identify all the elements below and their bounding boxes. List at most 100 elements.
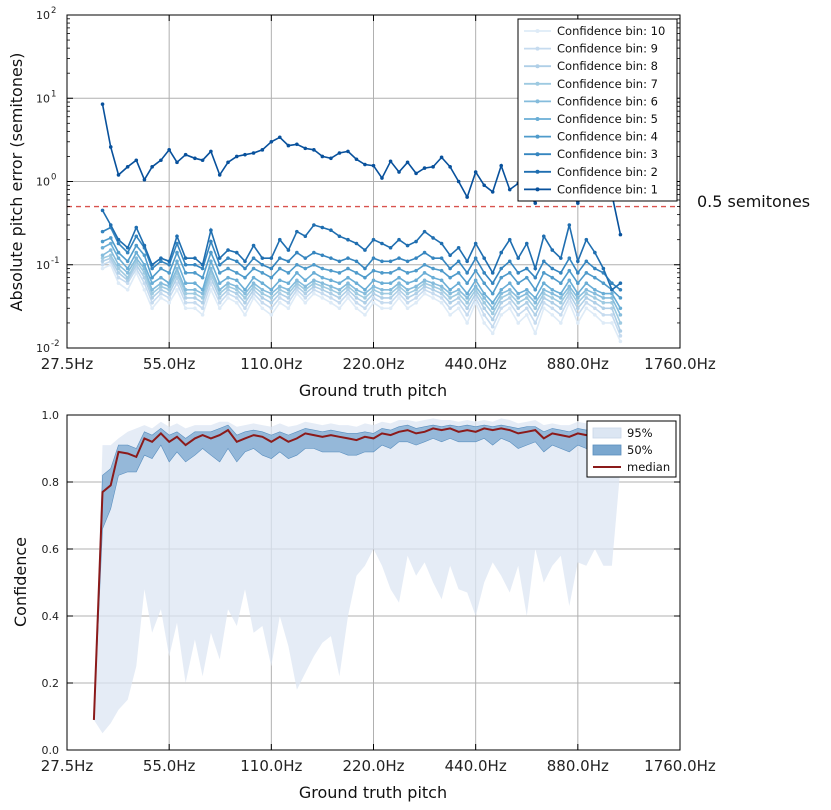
series-point-bin-4 <box>397 266 401 271</box>
series-point-bin-9 <box>507 300 512 305</box>
series-point-bin-2 <box>610 288 614 292</box>
series-point-bin-9 <box>490 324 495 329</box>
error-y-tick-exponent: 0 <box>51 173 56 183</box>
series-point-bin-4 <box>320 266 325 271</box>
series-point-bin-4 <box>303 266 308 271</box>
series-point-bin-8 <box>200 300 205 305</box>
legend-label-bin-10: Confidence bin: 10 <box>557 24 665 38</box>
series-point-bin-5 <box>116 256 121 260</box>
series-point-bin-5 <box>260 281 265 286</box>
series-point-bin-6 <box>559 296 563 300</box>
series-point-bin-2 <box>533 266 538 271</box>
series-point-bin-10 <box>354 306 359 311</box>
series-point-bin-9 <box>234 296 239 300</box>
confidence-y-tick-label: 0.4 <box>42 610 60 623</box>
series-point-bin-9 <box>482 313 486 317</box>
error-y-tick-exponent: 1 <box>51 89 56 99</box>
series-point-bin-4 <box>618 296 623 300</box>
series-point-bin-6 <box>116 262 121 267</box>
legend-marker-bin-10 <box>535 29 540 33</box>
series-point-bin-3 <box>320 253 325 258</box>
series-point-bin-6 <box>159 281 163 286</box>
series-point-bin-5 <box>150 281 154 286</box>
confidence-y-tick-label: 0.2 <box>42 677 60 690</box>
series-point-bin-1 <box>371 163 376 168</box>
series-point-bin-10 <box>371 300 376 305</box>
series-point-bin-6 <box>482 296 486 300</box>
series-point-bin-1 <box>397 170 401 174</box>
series-point-bin-9 <box>100 262 105 267</box>
series-point-bin-3 <box>414 256 418 260</box>
series-point-bin-8 <box>337 296 342 300</box>
series-point-bin-2 <box>183 256 188 260</box>
series-point-bin-4 <box>337 271 342 275</box>
series-point-bin-4 <box>559 281 563 286</box>
series-point-bin-10 <box>524 313 529 317</box>
series-point-bin-7 <box>397 284 401 289</box>
series-point-bin-1 <box>473 170 478 174</box>
series-point-bin-7 <box>524 296 529 300</box>
series-point-bin-10 <box>142 288 147 292</box>
confidence-y-tick-label: 0.0 <box>42 744 60 757</box>
series-point-bin-3 <box>584 259 589 264</box>
series-point-bin-2 <box>312 223 316 227</box>
series-point-bin-2 <box>337 234 342 239</box>
series-point-bin-9 <box>346 291 350 296</box>
confidence-y-ticks: 0.0 0.2 0.4 0.6 0.8 1.0 <box>42 409 680 757</box>
series-point-bin-1 <box>134 158 139 163</box>
series-point-bin-3 <box>277 256 282 260</box>
series-point-bin-6 <box>209 266 213 271</box>
series-point-bin-6 <box>329 284 333 289</box>
series-point-bin-6 <box>397 281 401 286</box>
series-point-bin-3 <box>193 262 197 267</box>
series-point-bin-7 <box>439 288 444 292</box>
legend-marker-bin-1 <box>535 187 540 192</box>
series-point-bin-1 <box>422 166 427 170</box>
confidence-x-tick-label: 880.0Hz <box>547 757 609 775</box>
series-point-bin-2 <box>601 266 606 271</box>
series-point-bin-10 <box>610 321 614 325</box>
series-point-bin-9 <box>363 306 367 311</box>
series-point-bin-7 <box>329 288 333 292</box>
series-point-bin-4 <box>541 271 546 275</box>
series-point-bin-5 <box>448 288 452 292</box>
legend-label-bin-6: Confidence bin: 6 <box>557 94 658 108</box>
series-point-bin-9 <box>200 306 205 311</box>
series-point-bin-6 <box>618 313 623 317</box>
series-point-bin-7 <box>320 284 325 289</box>
series-point-bin-5 <box>193 281 197 286</box>
series-point-bin-8 <box>601 306 606 311</box>
series-point-bin-9 <box>405 300 410 305</box>
series-point-bin-3 <box>422 250 427 255</box>
confidence-x-tick-label: 440.0Hz <box>445 757 507 775</box>
series-point-bin-5 <box>456 281 461 286</box>
series-point-bin-2 <box>473 241 478 246</box>
series-point-bin-2 <box>405 243 410 248</box>
series-point-bin-2 <box>159 256 163 260</box>
series-point-bin-4 <box>226 266 230 271</box>
series-point-bin-8 <box>482 306 486 311</box>
series-point-bin-6 <box>100 253 105 258</box>
error-x-tick-label: 110.0Hz <box>240 355 302 373</box>
error-x-tick-label: 55.0Hz <box>143 355 196 373</box>
series-point-bin-10 <box>422 291 427 296</box>
series-point-bin-10 <box>260 306 265 311</box>
series-point-bin-3 <box>167 262 171 267</box>
series-point-bin-5 <box>499 288 504 292</box>
series-point-bin-2 <box>200 262 205 267</box>
confidence-x-tick-label: 55.0Hz <box>143 757 196 775</box>
series-point-bin-8 <box>499 300 504 305</box>
series-point-bin-8 <box>234 291 239 296</box>
series-point-bin-4 <box>183 271 188 275</box>
series-point-bin-2 <box>116 237 121 242</box>
series-point-bin-4 <box>499 275 504 280</box>
series-point-bin-4 <box>108 236 113 240</box>
series-point-bin-2 <box>175 234 179 239</box>
series-point-bin-6 <box>286 288 291 292</box>
series-point-bin-10 <box>226 296 230 300</box>
series-point-bin-4 <box>550 275 555 280</box>
reference-line-label: 0.5 semitones <box>697 192 810 211</box>
series-point-bin-10 <box>439 300 444 305</box>
series-point-bin-1 <box>277 135 282 140</box>
